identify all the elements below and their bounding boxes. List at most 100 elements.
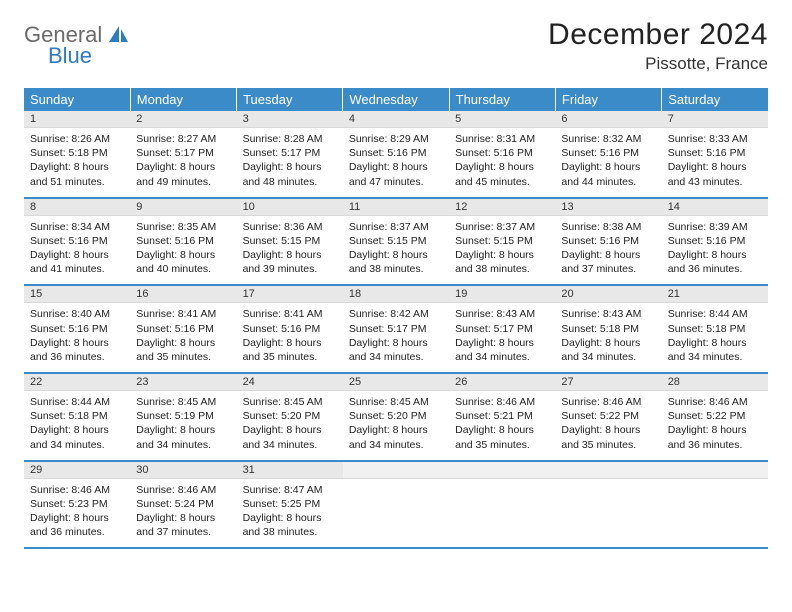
sunset-text: Sunset: 5:17 PM — [455, 322, 549, 336]
day-content: Sunrise: 8:32 AMSunset: 5:16 PMDaylight:… — [555, 128, 661, 197]
daylight-text: Daylight: 8 hours and 34 minutes. — [455, 336, 549, 364]
day-cell: 31Sunrise: 8:47 AMSunset: 5:25 PMDayligh… — [237, 461, 343, 549]
day-cell: 7Sunrise: 8:33 AMSunset: 5:16 PMDaylight… — [662, 111, 768, 198]
day-cell: 1Sunrise: 8:26 AMSunset: 5:18 PMDaylight… — [24, 111, 130, 198]
day-number: 10 — [237, 199, 343, 216]
daylight-text: Daylight: 8 hours and 40 minutes. — [136, 248, 230, 276]
day-content: Sunrise: 8:26 AMSunset: 5:18 PMDaylight:… — [24, 128, 130, 197]
day-number: 18 — [343, 286, 449, 303]
sunrise-text: Sunrise: 8:29 AM — [349, 132, 443, 146]
day-cell: 12Sunrise: 8:37 AMSunset: 5:15 PMDayligh… — [449, 198, 555, 286]
day-content-empty — [662, 479, 768, 535]
day-number: 30 — [130, 462, 236, 479]
day-header-row: SundayMondayTuesdayWednesdayThursdayFrid… — [24, 88, 768, 111]
day-header: Monday — [130, 88, 236, 111]
day-content: Sunrise: 8:41 AMSunset: 5:16 PMDaylight:… — [237, 303, 343, 372]
sunset-text: Sunset: 5:17 PM — [243, 146, 337, 160]
sunset-text: Sunset: 5:16 PM — [349, 146, 443, 160]
sunset-text: Sunset: 5:17 PM — [349, 322, 443, 336]
sunset-text: Sunset: 5:16 PM — [455, 146, 549, 160]
day-cell: 30Sunrise: 8:46 AMSunset: 5:24 PMDayligh… — [130, 461, 236, 549]
day-number: 21 — [662, 286, 768, 303]
daylight-text: Daylight: 8 hours and 35 minutes. — [561, 423, 655, 451]
day-cell — [662, 461, 768, 549]
sunset-text: Sunset: 5:18 PM — [30, 409, 124, 423]
sunrise-text: Sunrise: 8:42 AM — [349, 307, 443, 321]
day-number: 19 — [449, 286, 555, 303]
day-number-empty — [662, 462, 768, 479]
day-content-empty — [449, 479, 555, 535]
day-content: Sunrise: 8:27 AMSunset: 5:17 PMDaylight:… — [130, 128, 236, 197]
day-cell: 8Sunrise: 8:34 AMSunset: 5:16 PMDaylight… — [24, 198, 130, 286]
day-header: Sunday — [24, 88, 130, 111]
sunset-text: Sunset: 5:18 PM — [561, 322, 655, 336]
day-content: Sunrise: 8:37 AMSunset: 5:15 PMDaylight:… — [449, 216, 555, 285]
day-header: Tuesday — [237, 88, 343, 111]
daylight-text: Daylight: 8 hours and 34 minutes. — [349, 423, 443, 451]
week-row: 1Sunrise: 8:26 AMSunset: 5:18 PMDaylight… — [24, 111, 768, 198]
day-number: 11 — [343, 199, 449, 216]
daylight-text: Daylight: 8 hours and 37 minutes. — [561, 248, 655, 276]
day-header: Thursday — [449, 88, 555, 111]
day-number: 24 — [237, 374, 343, 391]
sunrise-text: Sunrise: 8:27 AM — [136, 132, 230, 146]
daylight-text: Daylight: 8 hours and 34 minutes. — [136, 423, 230, 451]
logo: General Blue — [24, 18, 129, 67]
day-cell — [555, 461, 661, 549]
day-content: Sunrise: 8:45 AMSunset: 5:20 PMDaylight:… — [237, 391, 343, 460]
day-number: 12 — [449, 199, 555, 216]
daylight-text: Daylight: 8 hours and 36 minutes. — [668, 423, 762, 451]
day-number: 22 — [24, 374, 130, 391]
day-content: Sunrise: 8:28 AMSunset: 5:17 PMDaylight:… — [237, 128, 343, 197]
sunset-text: Sunset: 5:16 PM — [561, 146, 655, 160]
sunrise-text: Sunrise: 8:28 AM — [243, 132, 337, 146]
sunrise-text: Sunrise: 8:46 AM — [455, 395, 549, 409]
day-cell: 3Sunrise: 8:28 AMSunset: 5:17 PMDaylight… — [237, 111, 343, 198]
day-number: 9 — [130, 199, 236, 216]
daylight-text: Daylight: 8 hours and 34 minutes. — [349, 336, 443, 364]
daylight-text: Daylight: 8 hours and 48 minutes. — [243, 160, 337, 188]
day-cell: 14Sunrise: 8:39 AMSunset: 5:16 PMDayligh… — [662, 198, 768, 286]
sunrise-text: Sunrise: 8:33 AM — [668, 132, 762, 146]
daylight-text: Daylight: 8 hours and 37 minutes. — [136, 511, 230, 539]
sunrise-text: Sunrise: 8:31 AM — [455, 132, 549, 146]
day-content: Sunrise: 8:46 AMSunset: 5:22 PMDaylight:… — [662, 391, 768, 460]
day-number: 16 — [130, 286, 236, 303]
day-content: Sunrise: 8:37 AMSunset: 5:15 PMDaylight:… — [343, 216, 449, 285]
day-number: 1 — [24, 111, 130, 128]
sunset-text: Sunset: 5:20 PM — [349, 409, 443, 423]
sunset-text: Sunset: 5:24 PM — [136, 497, 230, 511]
day-cell: 13Sunrise: 8:38 AMSunset: 5:16 PMDayligh… — [555, 198, 661, 286]
day-number: 29 — [24, 462, 130, 479]
day-content: Sunrise: 8:47 AMSunset: 5:25 PMDaylight:… — [237, 479, 343, 548]
day-number: 8 — [24, 199, 130, 216]
day-cell: 21Sunrise: 8:44 AMSunset: 5:18 PMDayligh… — [662, 285, 768, 373]
day-header: Saturday — [662, 88, 768, 111]
day-content: Sunrise: 8:46 AMSunset: 5:21 PMDaylight:… — [449, 391, 555, 460]
sunrise-text: Sunrise: 8:26 AM — [30, 132, 124, 146]
sunset-text: Sunset: 5:25 PM — [243, 497, 337, 511]
day-content: Sunrise: 8:44 AMSunset: 5:18 PMDaylight:… — [24, 391, 130, 460]
day-cell: 2Sunrise: 8:27 AMSunset: 5:17 PMDaylight… — [130, 111, 236, 198]
day-cell: 9Sunrise: 8:35 AMSunset: 5:16 PMDaylight… — [130, 198, 236, 286]
sunrise-text: Sunrise: 8:45 AM — [349, 395, 443, 409]
day-cell: 6Sunrise: 8:32 AMSunset: 5:16 PMDaylight… — [555, 111, 661, 198]
week-row: 15Sunrise: 8:40 AMSunset: 5:16 PMDayligh… — [24, 285, 768, 373]
day-content: Sunrise: 8:31 AMSunset: 5:16 PMDaylight:… — [449, 128, 555, 197]
day-number: 28 — [662, 374, 768, 391]
daylight-text: Daylight: 8 hours and 34 minutes. — [668, 336, 762, 364]
week-row: 8Sunrise: 8:34 AMSunset: 5:16 PMDaylight… — [24, 198, 768, 286]
day-cell — [343, 461, 449, 549]
day-content: Sunrise: 8:43 AMSunset: 5:17 PMDaylight:… — [449, 303, 555, 372]
day-cell: 27Sunrise: 8:46 AMSunset: 5:22 PMDayligh… — [555, 373, 661, 461]
day-content: Sunrise: 8:46 AMSunset: 5:23 PMDaylight:… — [24, 479, 130, 548]
day-content: Sunrise: 8:45 AMSunset: 5:19 PMDaylight:… — [130, 391, 236, 460]
daylight-text: Daylight: 8 hours and 38 minutes. — [455, 248, 549, 276]
sunset-text: Sunset: 5:16 PM — [136, 322, 230, 336]
daylight-text: Daylight: 8 hours and 51 minutes. — [30, 160, 124, 188]
sunset-text: Sunset: 5:15 PM — [243, 234, 337, 248]
sunset-text: Sunset: 5:22 PM — [561, 409, 655, 423]
sunset-text: Sunset: 5:22 PM — [668, 409, 762, 423]
day-content: Sunrise: 8:45 AMSunset: 5:20 PMDaylight:… — [343, 391, 449, 460]
day-cell: 17Sunrise: 8:41 AMSunset: 5:16 PMDayligh… — [237, 285, 343, 373]
